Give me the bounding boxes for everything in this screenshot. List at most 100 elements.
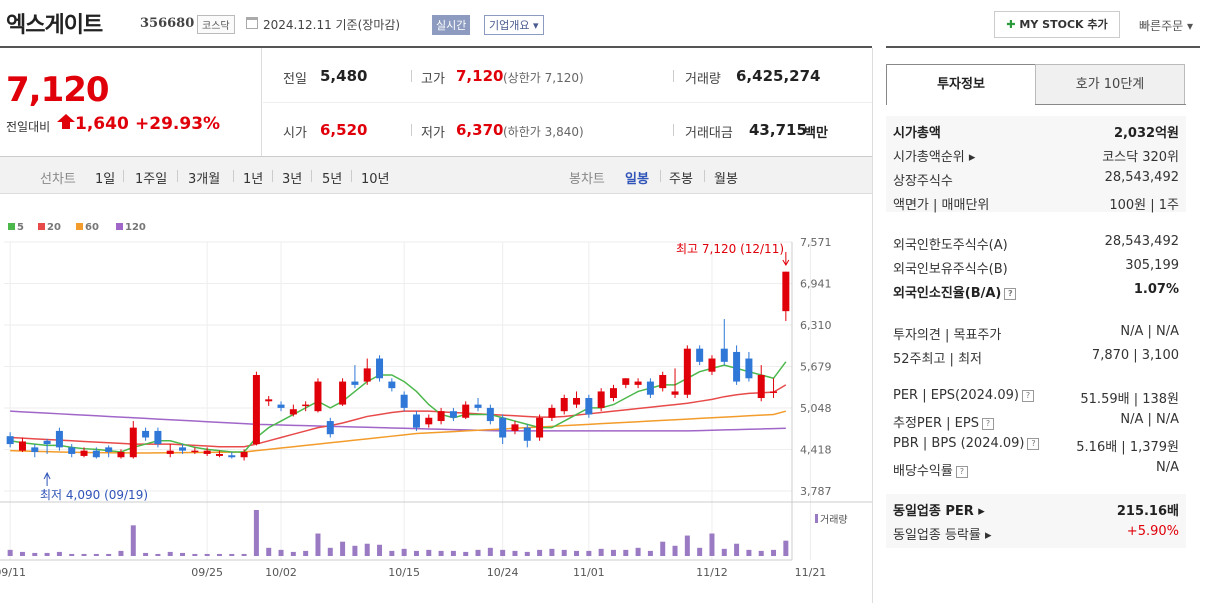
info-row: 외국인한도주식수(A) 28,543,492 (893, 232, 1179, 254)
candle-body (265, 399, 273, 402)
candle-body (573, 398, 581, 405)
info-value: 코스닥 320위 (1102, 150, 1179, 165)
my-stock-add-button[interactable]: ✚ MY STOCK 추가 (994, 11, 1120, 38)
volume-bar (315, 533, 321, 556)
candle-body (708, 358, 716, 372)
info-key: 동일업종 등락률 ▸ (893, 528, 992, 543)
volume-bar (487, 547, 493, 556)
volume-bar (463, 551, 469, 556)
help-icon[interactable]: ? (1021, 389, 1034, 402)
help-icon[interactable]: ? (1027, 437, 1040, 450)
volume-bar (106, 553, 112, 556)
candle-body (117, 451, 125, 458)
volume-bar (352, 545, 358, 556)
volume-bar (734, 543, 740, 556)
period-1d[interactable]: 1일 (95, 172, 116, 187)
info-key: 상장주식수 (893, 174, 953, 189)
volume-bar (586, 550, 592, 556)
stock-code: 356680 (140, 16, 195, 31)
volume-bar (413, 550, 419, 556)
candle-monthly[interactable]: 월봉 (714, 172, 738, 187)
legend-label: 60 (85, 222, 99, 233)
open-value: 6,520 (320, 121, 368, 139)
period-10y[interactable]: 10년 (361, 172, 390, 187)
period-1y[interactable]: 1년 (243, 172, 264, 187)
candle-body (462, 404, 470, 418)
legend-swatch (76, 223, 83, 230)
y-tick-label: 5,679 (800, 361, 832, 374)
candle-body (388, 381, 396, 389)
legend-label: 20 (47, 222, 61, 233)
candle-body (696, 348, 704, 362)
separator (660, 170, 661, 182)
tab-invest-info[interactable]: 투자정보 (886, 64, 1036, 105)
separator (673, 124, 674, 136)
info-key: PER | EPS(2024.09)? (893, 388, 1034, 403)
info-value: 1.07% (1133, 282, 1179, 297)
volume-bar (426, 549, 432, 556)
volume-bar (118, 550, 124, 556)
prev-value: 5,480 (320, 67, 368, 85)
company-info-dropdown[interactable]: 기업개요 ▾ (484, 15, 544, 35)
candle-body (782, 271, 790, 312)
volume-bar (574, 550, 580, 556)
volume-value: 6,425,274 (736, 67, 821, 85)
info-key: 액면가 | 매매단위 (893, 198, 990, 213)
plus-icon: ✚ (1006, 18, 1020, 31)
divider (872, 48, 873, 603)
info-group-opinion: 투자의견 | 목표주가 N/A | N/A 52주최고 | 최저 7,870 | 3,… (886, 318, 1186, 368)
help-icon[interactable]: ? (1004, 287, 1017, 300)
candle-body (523, 427, 531, 441)
info-row: 시가총액순위 ▸ 코스닥 320위 (893, 144, 1179, 166)
period-1w[interactable]: 1주일 (135, 172, 168, 187)
volume-bar (56, 551, 62, 556)
candle-body (55, 430, 63, 448)
info-key: 추정PER | EPS? (893, 412, 994, 431)
volume-bar (783, 540, 789, 556)
sidebar-tabs: 투자정보 호가 10단계 (886, 64, 1186, 105)
ma20-line (10, 384, 787, 448)
info-key: 동일업종 PER ▸ (893, 504, 985, 519)
volume-bar (721, 548, 727, 556)
stock-name: 엑스게이트 (6, 13, 103, 38)
volume-bar (253, 510, 259, 556)
tab-hoga[interactable]: 호가 10단계 (1035, 64, 1185, 105)
candle-body (757, 374, 765, 399)
period-3y[interactable]: 3년 (282, 172, 303, 187)
help-icon[interactable]: ? (955, 465, 968, 478)
info-value: 51.59배 | 138원 (1080, 392, 1179, 407)
candle-body (129, 427, 137, 458)
volume-bar (758, 550, 764, 556)
high-value: 7,120 (456, 67, 504, 85)
legend-label: 5 (17, 222, 24, 233)
x-tick-label: 10/02 (265, 566, 297, 579)
candle-body (683, 348, 691, 395)
period-3m[interactable]: 3개월 (188, 172, 221, 187)
info-key: 투자의견 | 목표주가 (893, 328, 1002, 343)
divider (1035, 104, 1186, 105)
info-value: 100원 | 1주 (1109, 198, 1179, 213)
high-label: 고가 (421, 72, 445, 87)
volume-bar (167, 551, 173, 556)
info-key: 외국인한도주식수(A) (893, 238, 1008, 253)
volume-bar (69, 553, 75, 556)
ma120-line (10, 410, 786, 432)
candle-body (499, 417, 507, 438)
separator (311, 170, 312, 182)
volume-bar (216, 553, 222, 556)
info-row: 투자의견 | 목표주가 N/A | N/A (893, 322, 1179, 344)
volume-bar (684, 535, 690, 556)
help-icon[interactable]: ? (981, 417, 994, 430)
volume-bar (44, 552, 50, 556)
volume-label: 거래량 (820, 515, 848, 526)
quick-order-dropdown[interactable]: 빠른주문 ▾ (1139, 19, 1193, 33)
candle-daily[interactable]: 일봉 (625, 172, 649, 187)
candle-weekly[interactable]: 주봉 (669, 172, 693, 187)
info-row: 배당수익률? N/A (893, 458, 1179, 480)
market-badge: 코스닥 (197, 15, 235, 34)
period-5y[interactable]: 5년 (322, 172, 343, 187)
info-value: +5.90% (1126, 524, 1179, 539)
legend-label: 120 (125, 222, 146, 233)
realtime-button[interactable]: 실시간 (432, 15, 471, 35)
legend-item-ma120: 120 (116, 222, 146, 233)
